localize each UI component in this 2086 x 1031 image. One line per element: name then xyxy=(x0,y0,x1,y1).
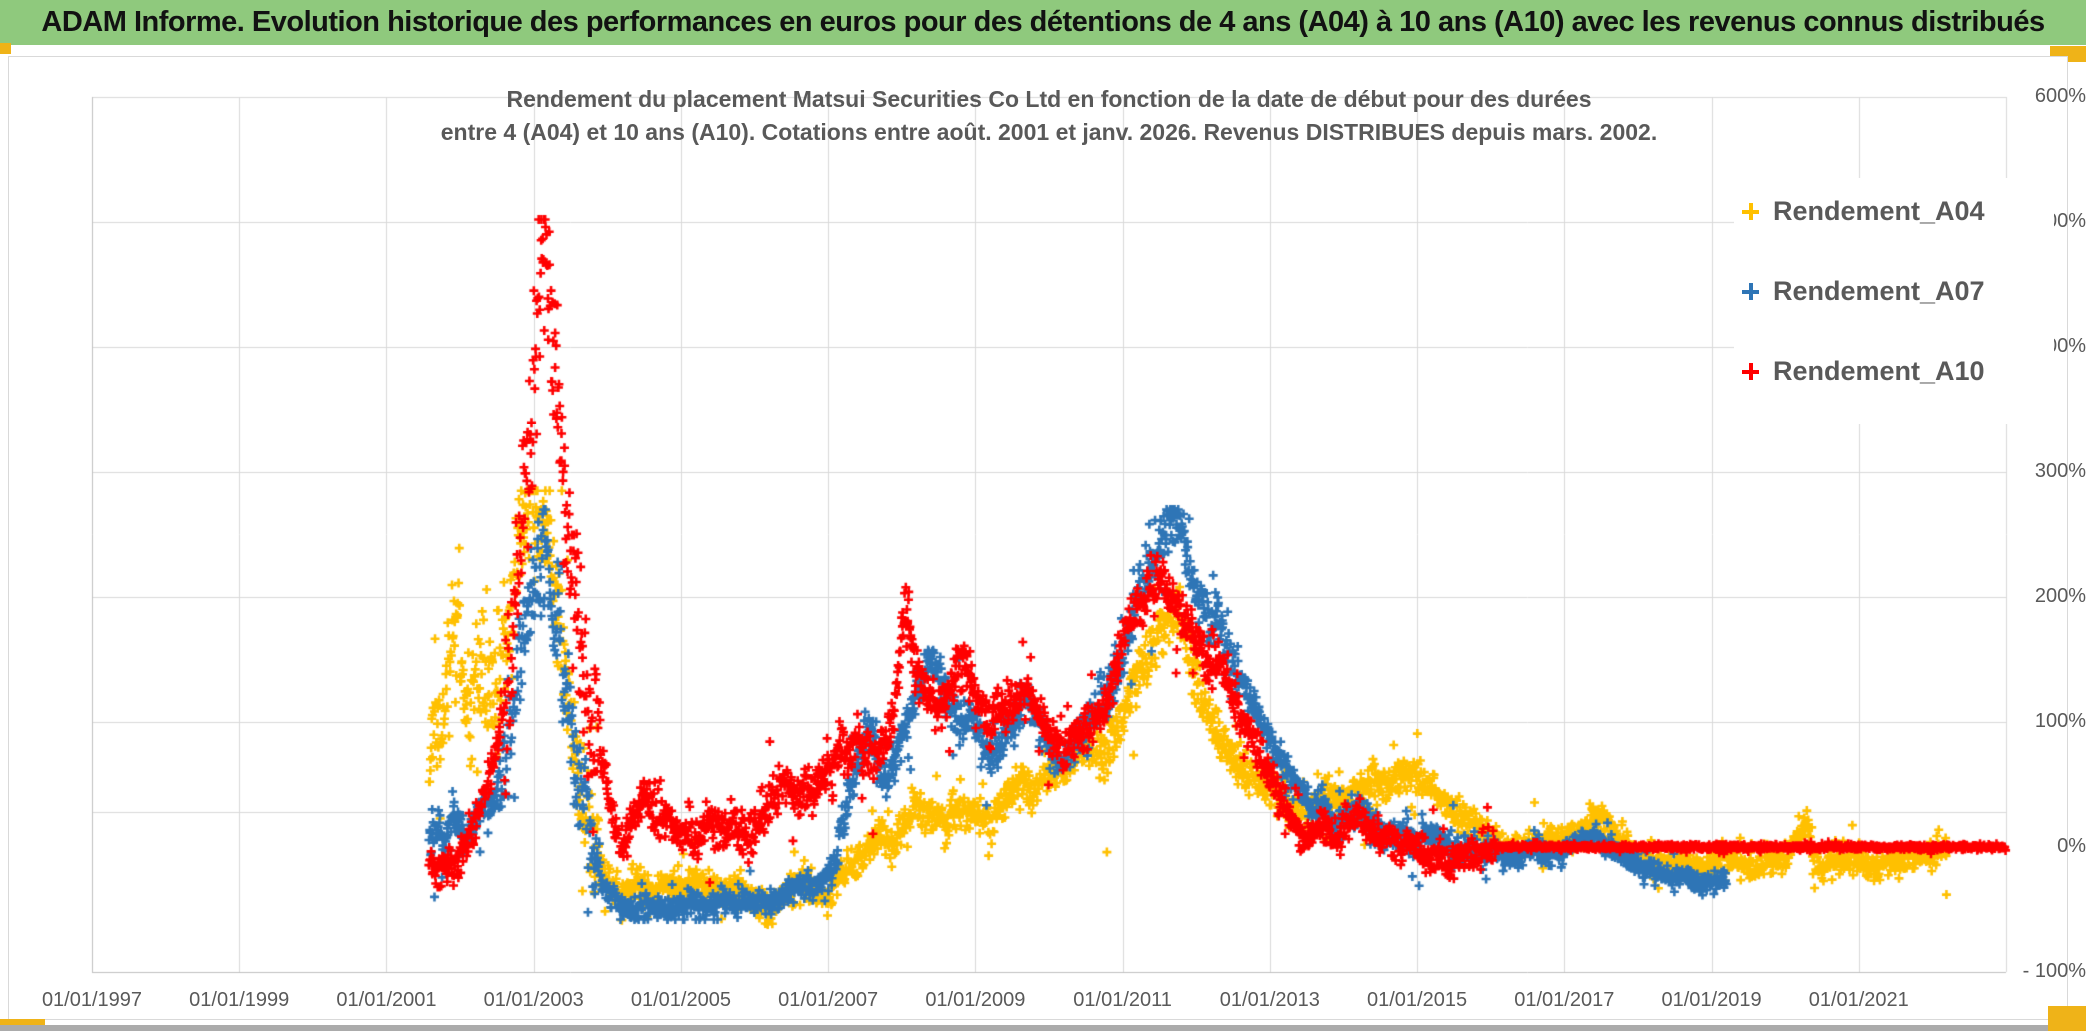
window-bottom-border xyxy=(0,1025,2086,1031)
gold-accent-bottom-right xyxy=(2048,1006,2086,1031)
x-axis-tick-label: 01/01/2007 xyxy=(778,989,879,1011)
y-axis-tick-label: 600% xyxy=(2034,85,2086,107)
x-axis-tick-label: 01/01/2019 xyxy=(1661,989,1762,1011)
x-axis-tick-label: 01/01/1997 xyxy=(41,989,143,1011)
legend-label: Rendement_A04 xyxy=(1773,196,1985,226)
plus-marker-icon xyxy=(1742,283,1759,300)
chart-title: Rendement du placement Matsui Securities… xyxy=(92,83,2006,149)
x-axis-tick-label: 01/01/1999 xyxy=(189,989,290,1011)
y-axis-tick-label: 200% xyxy=(2034,585,2086,607)
legend-label: Rendement_A07 xyxy=(1773,276,1985,306)
legend-item-rendement_a07[interactable]: Rendement_A07 xyxy=(1742,276,1985,307)
y-axis-tick-label: 300% xyxy=(2034,460,2086,482)
legend-item-rendement_a04[interactable]: Rendement_A04 xyxy=(1742,196,1985,227)
chart-legend: Rendement_A04 Rendement_A07 Rendement_A10 xyxy=(1734,178,2054,424)
chart-title-line2: entre 4 (A04) et 10 ans (A10). Cotations… xyxy=(440,119,1658,145)
x-axis-tick-label: 01/01/2009 xyxy=(925,989,1026,1011)
x-axis-tick-label: 01/01/2013 xyxy=(1219,989,1320,1011)
y-axis-tick-label: 100% xyxy=(2034,710,2086,732)
y-axis-tick-label: 0% xyxy=(2057,835,2086,857)
x-axis-tick-label: 01/01/2005 xyxy=(630,989,731,1011)
legend-label: Rendement_A10 xyxy=(1773,356,1985,386)
x-axis-tick-label: 01/01/2001 xyxy=(336,989,437,1011)
x-axis-tick-label: 01/01/2003 xyxy=(483,989,584,1011)
x-axis-tick-label: 01/01/2017 xyxy=(1514,989,1615,1011)
chart-title-line1: Rendement du placement Matsui Securities… xyxy=(506,86,1592,112)
y-axis-tick-label: - 100% xyxy=(2022,960,2086,982)
legend-item-rendement_a10[interactable]: Rendement_A10 xyxy=(1742,356,1985,387)
plus-marker-icon xyxy=(1742,363,1759,380)
plus-marker-icon xyxy=(1742,203,1759,220)
x-axis-tick-label: 01/01/2015 xyxy=(1367,989,1468,1011)
x-axis-tick-label: 01/01/2011 xyxy=(1073,989,1172,1011)
x-axis-tick-label: 01/01/2021 xyxy=(1808,989,1909,1011)
